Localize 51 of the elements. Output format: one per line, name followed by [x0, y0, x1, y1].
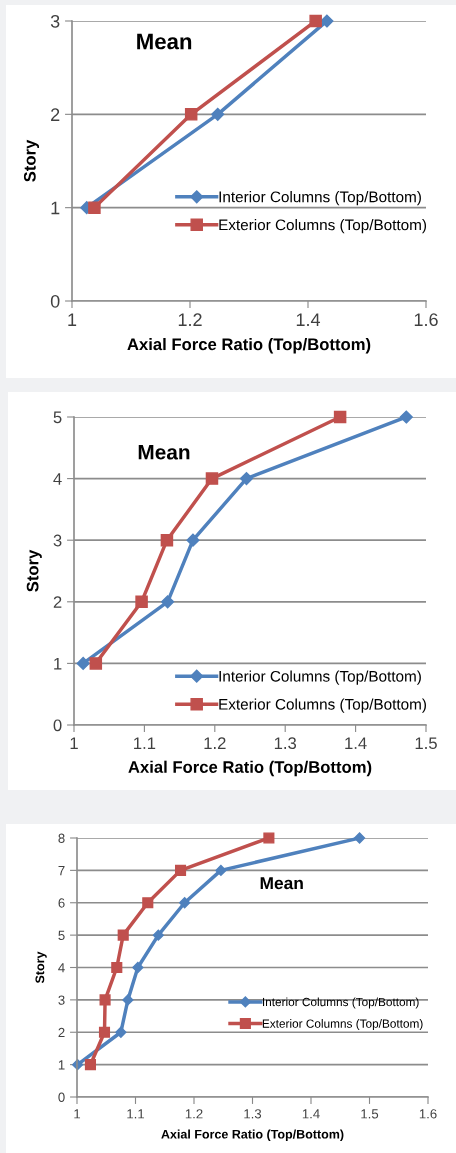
x-tick-label: 1 — [74, 1109, 81, 1119]
x-tick-label: 1.3 — [244, 1109, 262, 1119]
y-tick-label: 0 — [58, 1092, 65, 1102]
x-tick-label: 1.5 — [415, 737, 437, 750]
y-tick-label: 2 — [51, 108, 60, 121]
y-tick-label: 2 — [53, 596, 62, 608]
x-tick-label: 1.6 — [419, 1109, 437, 1119]
x-tick-label: 1.2 — [185, 1109, 203, 1119]
y-tick-label: 6 — [58, 898, 65, 908]
y-tick-label: 3 — [53, 534, 62, 547]
y-tick-label: 3 — [58, 995, 65, 1005]
legend-label: Interior Columns (Top/Bottom) — [219, 191, 421, 206]
legend-label: Exterior Columns (Top/Bottom) — [219, 698, 426, 713]
y-tick-label: 5 — [58, 930, 65, 941]
y-tick-label: 3 — [50, 14, 60, 28]
x-tick-label: 1.4 — [302, 1109, 320, 1119]
legend-label: Exterior Columns (Top/Bottom) — [219, 219, 427, 234]
x-axis-title: Axial Force Ratio (Top/Bottom) — [161, 1129, 344, 1142]
x-tick-label: 1.1 — [127, 1109, 145, 1119]
y-axis-title: Story — [35, 951, 47, 984]
x-tick-label: 1.1 — [134, 737, 156, 749]
annotation: Mean — [260, 877, 303, 890]
y-tick-label: 4 — [53, 473, 62, 485]
x-tick-label: 1.5 — [361, 1109, 379, 1119]
x-tick-label: 1.2 — [178, 313, 202, 326]
y-tick-label: 8 — [58, 833, 65, 843]
x-tick-label: 1.2 — [204, 737, 226, 749]
y-tick-label: 7 — [58, 866, 65, 876]
annotation: Mean — [137, 33, 192, 50]
y-tick-label: 2 — [58, 1027, 65, 1038]
x-tick-label: 1.4 — [345, 737, 367, 749]
legend-label: Exterior Columns (Top/Bottom) — [262, 1019, 423, 1031]
x-axis-title: Axial Force Ratio (Top/Bottom) — [127, 337, 371, 354]
annotation: Mean — [138, 445, 190, 460]
y-tick-label: 1 — [58, 1060, 65, 1070]
y-tick-label: 4 — [58, 963, 65, 973]
x-tick-label: 1.6 — [414, 313, 438, 327]
y-axis-title: Story — [23, 139, 40, 182]
y-tick-label: 1 — [54, 657, 62, 670]
legend-label: Interior Columns (Top/Bottom) — [219, 670, 421, 685]
y-tick-label: 0 — [50, 294, 60, 308]
y-axis-title: Story — [26, 549, 42, 592]
x-axis-title: Axial Force Ratio (Top/Bottom) — [128, 760, 372, 777]
y-tick-label: 0 — [53, 719, 62, 732]
y-tick-label: 5 — [53, 411, 62, 424]
x-tick-label: 1.4 — [296, 313, 321, 326]
x-tick-label: 1 — [70, 737, 78, 749]
x-tick-label: 1.3 — [274, 737, 297, 750]
y-tick-label: 1 — [51, 201, 60, 215]
x-tick-label: 1 — [68, 313, 77, 326]
legend-label: Interior Columns (Top/Bottom) — [262, 997, 419, 1009]
